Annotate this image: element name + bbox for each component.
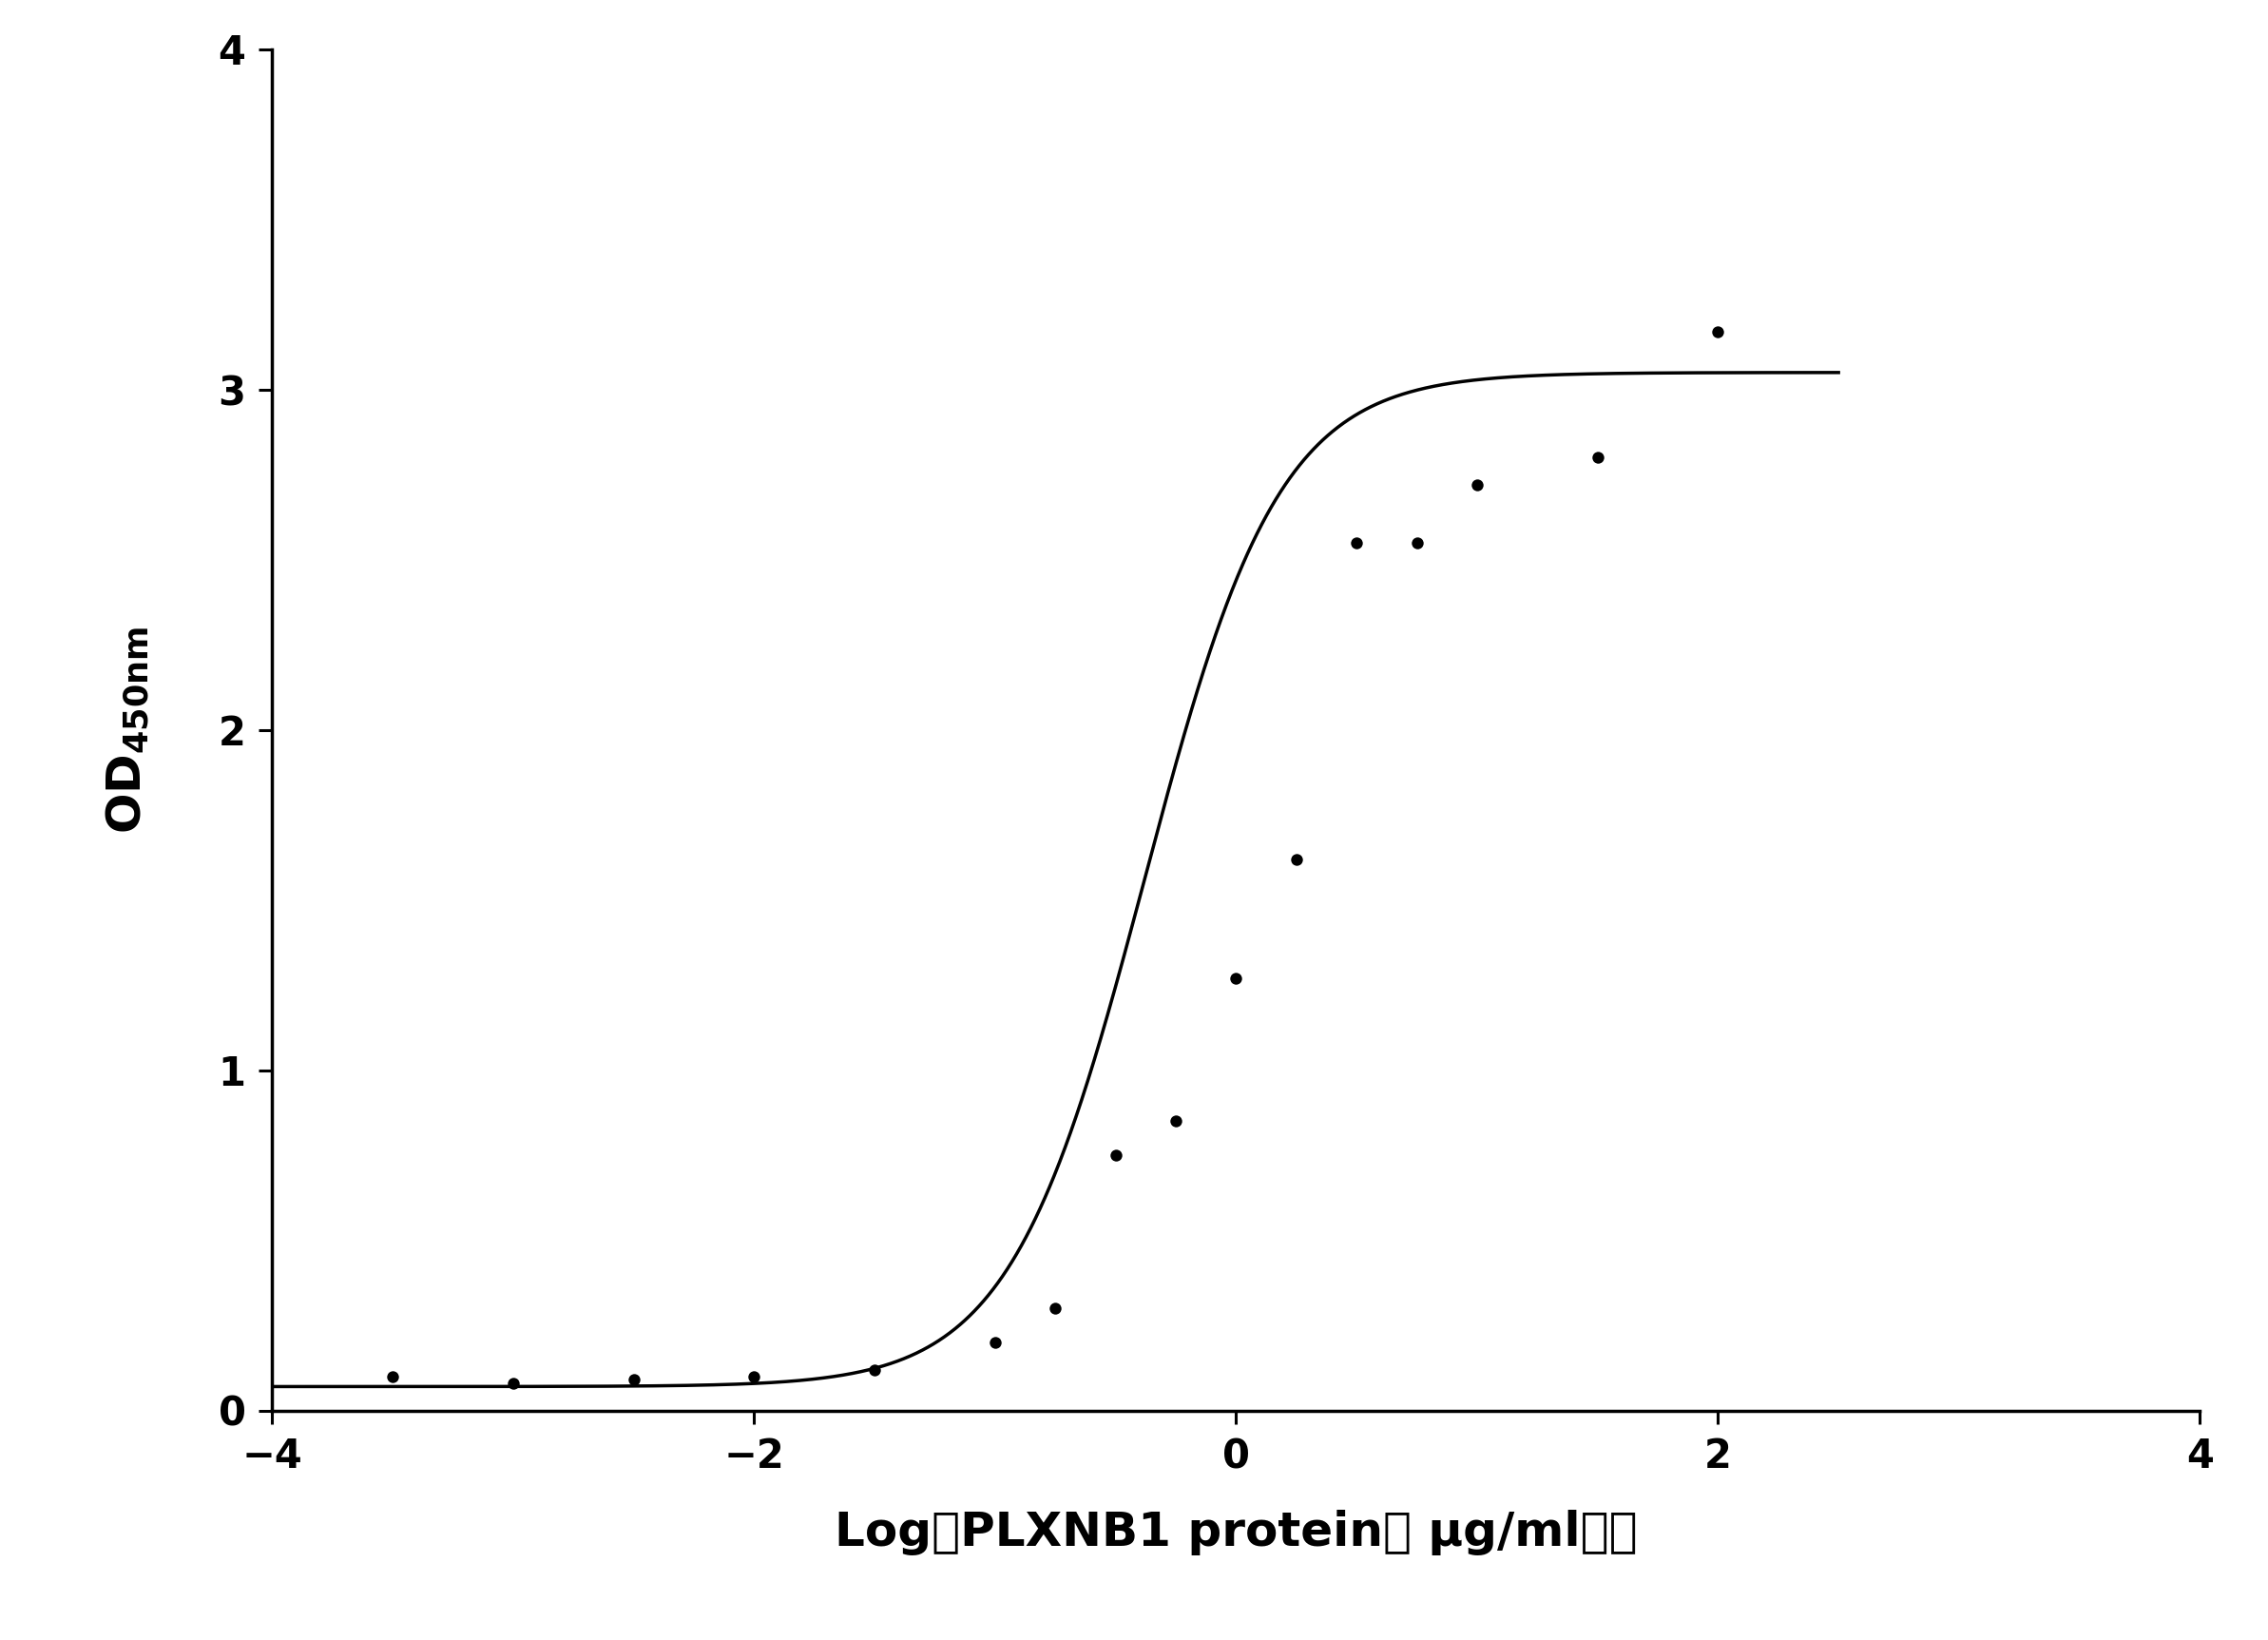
Point [978, 1328, 1014, 1355]
Point [1399, 530, 1436, 556]
Point [1579, 444, 1615, 471]
Point [1701, 318, 1737, 344]
Point [1338, 530, 1374, 556]
Point [1458, 472, 1495, 499]
Point [1036, 1296, 1073, 1322]
Point [857, 1356, 894, 1383]
Point [1098, 1141, 1134, 1168]
Point [615, 1366, 651, 1392]
Text: $\mathbf{OD_{450nm}}$: $\mathbf{OD_{450nm}}$ [104, 626, 152, 833]
X-axis label: Log（PLXNB1 protein（ μg/ml））: Log（PLXNB1 protein（ μg/ml）） [835, 1510, 1637, 1555]
Point [494, 1369, 531, 1396]
Point [735, 1363, 771, 1389]
Point [1279, 846, 1315, 872]
Point [1157, 1109, 1193, 1135]
Point [1218, 964, 1254, 991]
Point [374, 1363, 411, 1389]
